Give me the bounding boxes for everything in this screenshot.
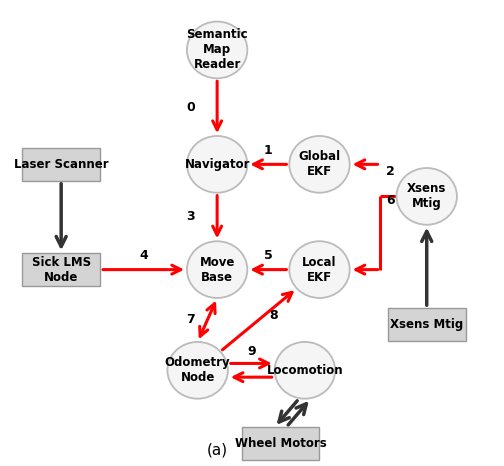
Text: Global
EKF: Global EKF	[298, 151, 341, 178]
Text: Semantic
Map
Reader: Semantic Map Reader	[186, 28, 248, 71]
Text: 7: 7	[186, 314, 195, 327]
Circle shape	[167, 342, 228, 399]
Text: Xsens Mtig: Xsens Mtig	[390, 318, 463, 331]
Text: 4: 4	[139, 249, 148, 262]
Text: Wheel Motors: Wheel Motors	[235, 437, 327, 450]
Circle shape	[289, 241, 350, 298]
Circle shape	[397, 168, 457, 225]
Text: Move
Base: Move Base	[200, 256, 235, 284]
Text: 1: 1	[264, 144, 273, 157]
Text: 2: 2	[386, 164, 395, 178]
Text: 6: 6	[386, 194, 395, 207]
Text: 8: 8	[269, 309, 278, 322]
Text: 5: 5	[264, 249, 273, 262]
Circle shape	[289, 136, 350, 193]
Text: 0: 0	[186, 101, 195, 114]
Text: 9: 9	[247, 345, 256, 358]
FancyBboxPatch shape	[388, 308, 466, 341]
Text: Locomotion: Locomotion	[267, 364, 343, 377]
Circle shape	[187, 136, 247, 193]
FancyBboxPatch shape	[22, 253, 100, 286]
Circle shape	[275, 342, 335, 399]
Text: 3: 3	[186, 211, 195, 224]
Text: Odometry
Node: Odometry Node	[165, 356, 230, 384]
FancyBboxPatch shape	[241, 427, 320, 460]
Circle shape	[187, 21, 247, 78]
FancyBboxPatch shape	[22, 148, 100, 181]
Text: (a): (a)	[207, 442, 228, 457]
Circle shape	[187, 241, 247, 298]
Text: Local
EKF: Local EKF	[302, 256, 337, 284]
Text: Xsens
Mtig: Xsens Mtig	[407, 182, 447, 210]
Text: Navigator: Navigator	[184, 158, 250, 171]
Text: Laser Scanner: Laser Scanner	[14, 158, 108, 171]
Text: Sick LMS
Node: Sick LMS Node	[32, 256, 91, 284]
